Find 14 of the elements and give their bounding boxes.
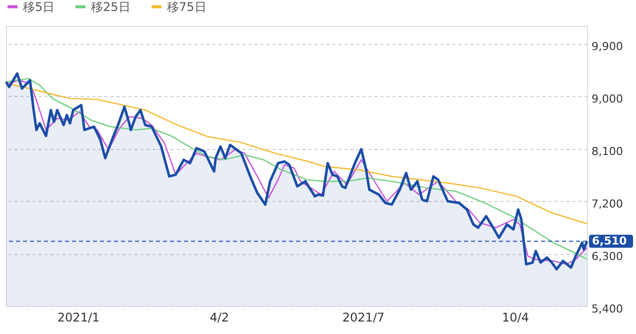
x-tick-label: 2021/7 — [342, 310, 385, 324]
legend-label: 移5日 — [23, 0, 55, 14]
legend-label: 移25日 — [91, 0, 130, 14]
y-tick-label: 6,300 — [592, 250, 623, 263]
y-tick-label: 5,400 — [592, 302, 623, 316]
y-tick-label: 9,900 — [592, 40, 623, 53]
y-tick-label: 8,100 — [592, 145, 623, 158]
x-tick-label: 2021/1 — [57, 310, 100, 324]
x-tick-label: 10/4 — [502, 310, 529, 324]
y-tick-label: 9,000 — [592, 92, 623, 106]
legend-label: 移75日 — [167, 0, 206, 14]
x-tick-label: 4/2 — [210, 310, 230, 324]
y-tick-label: 7,200 — [592, 198, 623, 210]
ref-line-label: 6,510 — [592, 234, 628, 248]
